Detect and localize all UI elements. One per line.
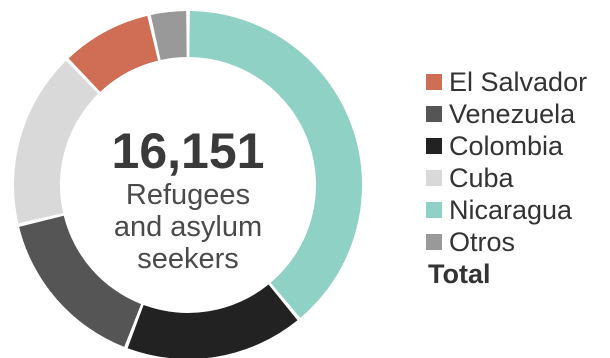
donut-chart: 16,151 Refugees and asylum seekers — [14, 11, 362, 358]
legend-item-total: Total — [426, 258, 587, 290]
donut-slices — [14, 11, 362, 358]
center-total-value: 16,151 — [112, 123, 265, 179]
legend-label: Colombia — [449, 131, 564, 161]
legend-swatch — [426, 74, 442, 90]
donut-slice-nicaragua — [189, 11, 362, 318]
donut-slice-colombia — [127, 284, 298, 358]
legend-label: El Salvador — [449, 67, 588, 97]
legend-item-otros: Otros — [426, 226, 587, 258]
donut-slice-venezuela — [19, 215, 142, 347]
legend-label: Otros — [449, 227, 516, 257]
legend-label: Nicaragua — [449, 195, 573, 225]
legend-item-el-salvador: El Salvador — [426, 66, 587, 98]
donut-slice-cuba — [14, 60, 99, 224]
legend-swatch — [426, 170, 442, 186]
center-label-line-3: seekers — [137, 243, 239, 275]
legend-item-colombia: Colombia — [426, 130, 587, 162]
center-label-line-2: and asylum — [114, 211, 262, 243]
legend-label: Cuba — [449, 163, 514, 193]
legend-total-label: Total — [428, 259, 491, 289]
legend-swatch — [426, 234, 442, 250]
legend-item-venezuela: Venezuela — [426, 98, 587, 130]
legend-swatch — [426, 202, 442, 218]
legend-item-nicaragua: Nicaragua — [426, 194, 587, 226]
donut-slice-el-salvador — [68, 15, 159, 92]
center-label-line-1: Refugees — [126, 179, 250, 211]
legend-label: Venezuela — [449, 99, 576, 129]
legend: El Salvador Venezuela Colombia Cuba Nica… — [426, 66, 587, 290]
donut-slice-otros — [150, 11, 187, 60]
legend-swatch — [426, 106, 442, 122]
legend-swatch — [426, 138, 442, 154]
legend-item-cuba: Cuba — [426, 162, 587, 194]
